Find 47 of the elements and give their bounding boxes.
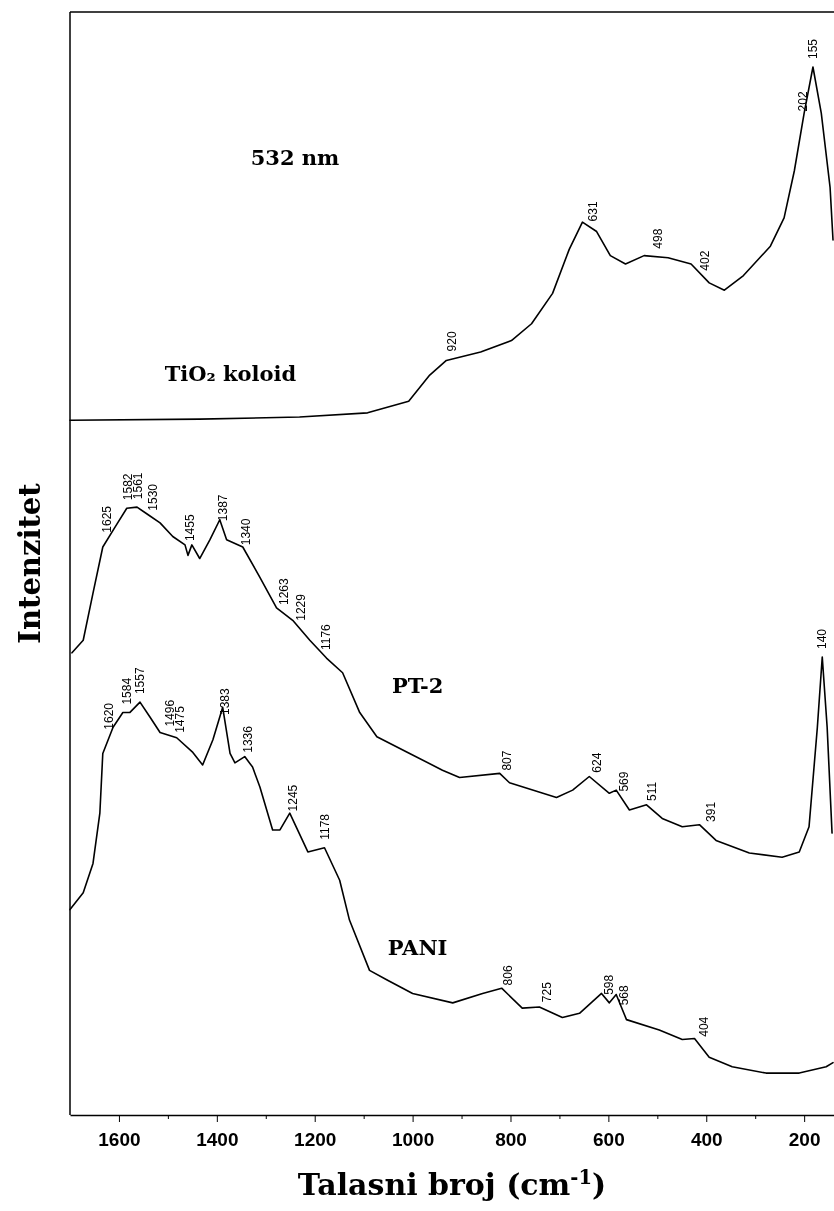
annotation: 1178 [318, 813, 333, 840]
x-tick-label: 1400 [196, 1128, 239, 1150]
annotation: 1383 [218, 688, 233, 716]
annotation: 920 [444, 331, 459, 352]
x-tick-label: 1000 [391, 1128, 435, 1150]
annotation: 1455 [182, 514, 197, 542]
annotation: 511 [644, 781, 659, 801]
x-tick-label: 200 [788, 1128, 821, 1150]
annotation: 598 [602, 974, 617, 995]
annotation: 1625 [99, 505, 114, 533]
annotation: 1176 [319, 623, 334, 651]
x-tick-label: 800 [495, 1128, 527, 1150]
x-tick-label: 400 [690, 1128, 723, 1150]
annotation: 404 [697, 1016, 712, 1037]
annotation: 1245 [285, 784, 300, 812]
annotation: 1620 [102, 702, 117, 730]
annotation: 498 [651, 228, 666, 249]
x-tick-label: 600 [593, 1128, 625, 1150]
annotation: 631 [586, 201, 601, 222]
annotation: 807 [500, 750, 515, 771]
annotation: 1387 [216, 494, 231, 522]
annotation: 568 [617, 985, 632, 1006]
annotation: 569 [616, 771, 631, 792]
annotation: 1584 [119, 677, 134, 705]
x-axis-title: Talasni broj (cm$^{-1}$) [297, 1165, 607, 1202]
annotation: 1340 [239, 518, 254, 546]
annotation: 624 [589, 752, 604, 773]
annotation: 1229 [293, 593, 308, 621]
annotation: 806 [500, 965, 515, 986]
annotation: 532 nm [250, 145, 340, 170]
annotation: 1336 [241, 725, 256, 753]
series-label: TiO₂ koloid [164, 361, 297, 387]
annotation: 1475 [173, 705, 188, 733]
series-label: PT-2 [391, 673, 444, 699]
annotation: 140 [815, 628, 830, 650]
annotation: 391 [703, 801, 718, 822]
annotation: 725 [540, 981, 555, 1003]
annotation: 1561 [131, 472, 146, 500]
annotation: 1530 [146, 483, 161, 511]
y-axis-title: Intenzitet [13, 482, 47, 644]
annotation: 155 [805, 38, 820, 59]
series-label: PANI [387, 935, 448, 961]
annotation: 1263 [276, 577, 291, 606]
x-tick-label: 1600 [98, 1128, 141, 1150]
annotation: 1557 [132, 667, 147, 695]
annotation: 402 [698, 250, 713, 271]
x-tick-label: 1200 [294, 1128, 337, 1150]
